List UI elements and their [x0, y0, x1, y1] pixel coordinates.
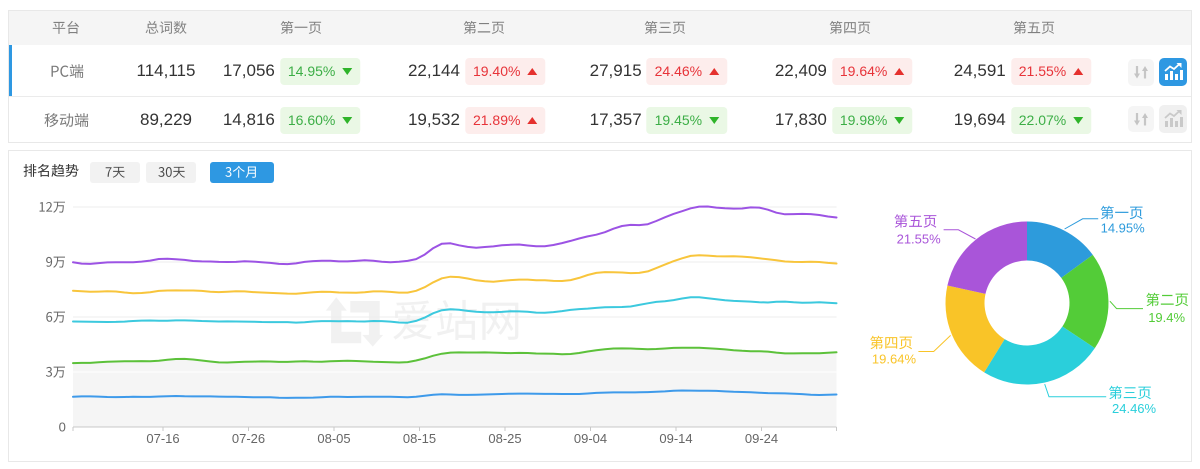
svg-text:09-24: 09-24: [745, 431, 778, 446]
svg-text:21.55%: 21.55%: [897, 231, 942, 246]
svg-text:08-05: 08-05: [317, 431, 350, 446]
svg-text:14.95%: 14.95%: [1101, 220, 1146, 235]
svg-text:08-25: 08-25: [488, 431, 521, 446]
svg-text:19.64%: 19.64%: [872, 351, 917, 366]
svg-text:0: 0: [59, 419, 66, 434]
svg-text:07-16: 07-16: [146, 431, 179, 446]
svg-text:19.4%: 19.4%: [1148, 310, 1185, 325]
svg-text:07-26: 07-26: [232, 431, 265, 446]
svg-text:09-04: 09-04: [574, 431, 607, 446]
svg-text:09-14: 09-14: [659, 431, 692, 446]
svg-text:08-15: 08-15: [403, 431, 436, 446]
svg-text:24.46%: 24.46%: [1112, 401, 1157, 416]
